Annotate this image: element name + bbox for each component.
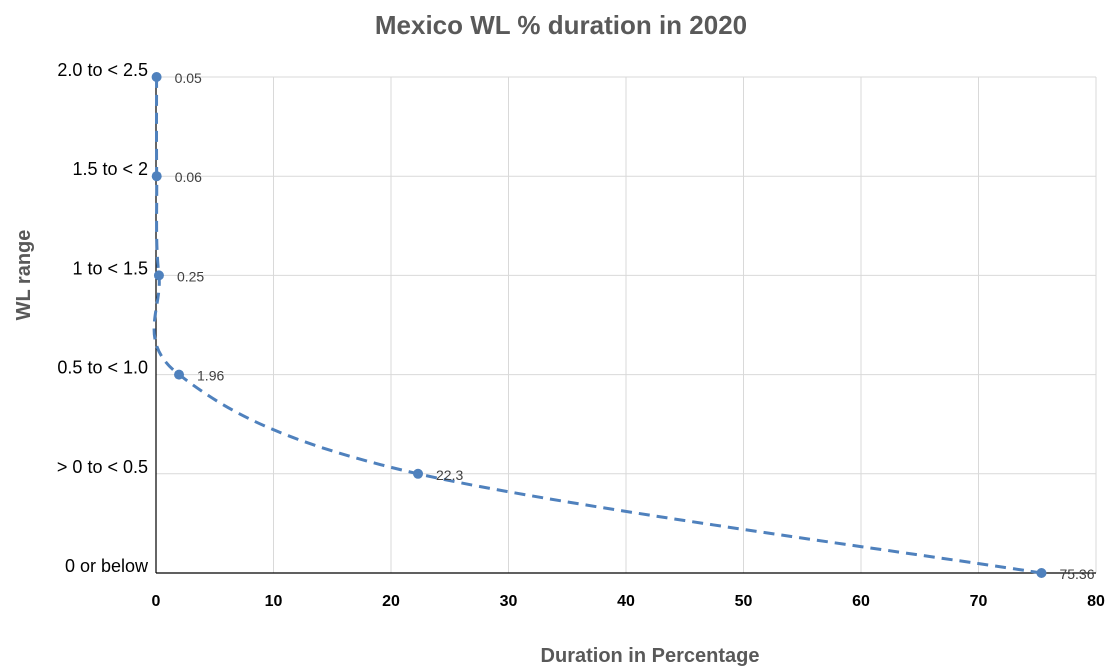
y-tick-labels: 0 or below > 0 to < 0.5 0.5 to < 1.0 1 to <… (57, 60, 149, 576)
x-tick-label: 0 (152, 593, 161, 610)
data-label: 0.05 (175, 70, 202, 86)
x-tick-label: 10 (265, 593, 283, 610)
x-tick-label: 60 (852, 593, 870, 610)
data-label: 75.36 (1059, 566, 1094, 582)
chart-title: Mexico WL % duration in 2020 (375, 10, 747, 40)
data-point (151, 171, 162, 182)
y-tick-label: 1 to < 1.5 (72, 258, 148, 278)
x-tick-labels: 0 10 20 30 40 50 60 70 80 (152, 593, 1105, 610)
x-tick-label: 50 (735, 593, 753, 610)
gridlines (156, 76, 1097, 573)
data-point (153, 270, 164, 281)
x-tick-label: 70 (970, 593, 988, 610)
data-label: 0.06 (175, 169, 202, 185)
series-line (152, 76, 1042, 575)
y-tick-label: 0.5 to < 1.0 (57, 358, 148, 378)
x-tick-label: 40 (617, 593, 635, 610)
data-labels: 75.36 22.3 1.96 0.25 0.06 0.05 (175, 70, 1095, 582)
y-tick-label: 1.5 to < 2 (72, 159, 148, 179)
y-tick-label: 2.0 to < 2.5 (57, 60, 148, 80)
data-point (174, 369, 185, 380)
data-point (1036, 568, 1047, 578)
y-axis-title: WL range (13, 230, 35, 321)
x-tick-label: 20 (382, 593, 400, 610)
data-series (151, 72, 1047, 578)
y-tick-label: > 0 to < 0.5 (57, 457, 148, 477)
x-tick-label: 80 (1087, 593, 1105, 610)
x-axis-title: Duration in Percentage (541, 645, 760, 667)
data-point (151, 72, 162, 82)
data-point (413, 468, 424, 479)
data-label: 22.3 (436, 467, 463, 483)
data-label: 1.96 (197, 368, 224, 384)
data-label: 0.25 (177, 268, 204, 284)
y-tick-label: 0 or below (65, 556, 149, 576)
x-tick-label: 30 (500, 593, 518, 610)
